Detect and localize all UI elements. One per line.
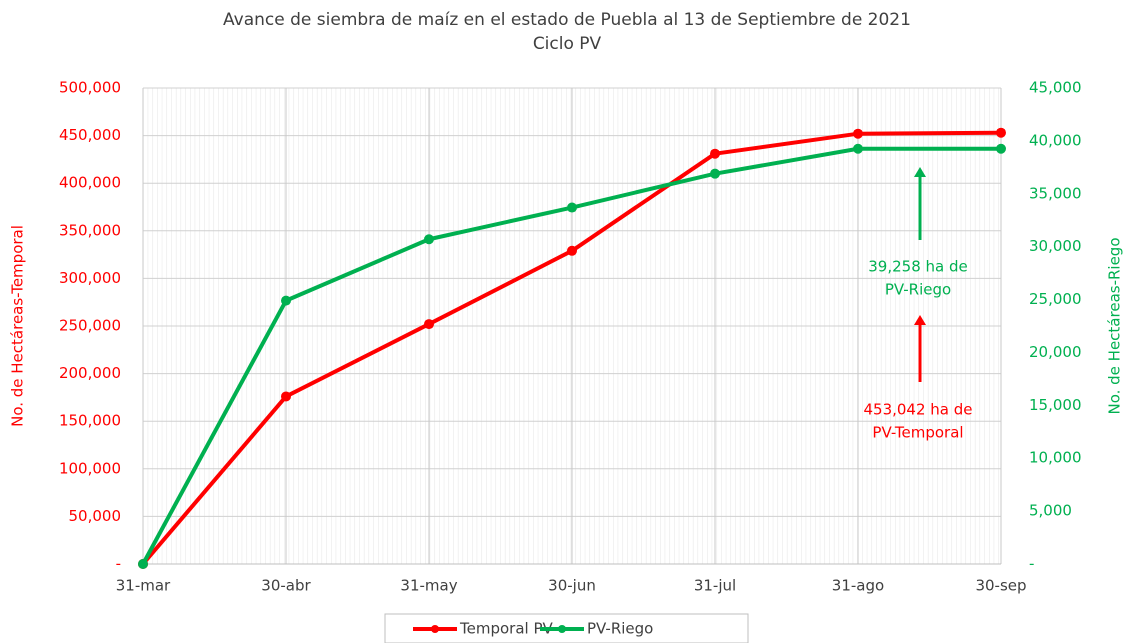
y-tick-label: 50,000 [69, 507, 122, 525]
data-point [424, 234, 434, 245]
y-tick-label: 100,000 [59, 459, 121, 477]
x-tick-label: 30-abr [261, 577, 311, 595]
data-point [853, 143, 863, 154]
y2-tick-label: 40,000 [1029, 131, 1082, 149]
y2-tick-label: 20,000 [1029, 343, 1082, 361]
legend-label: PV-Riego [587, 620, 653, 638]
data-point [853, 128, 863, 139]
x-tick-label: 31-may [400, 577, 457, 595]
annotation: PV-Riego [885, 281, 951, 299]
legend-marker [558, 625, 566, 633]
y-tick-label: 300,000 [59, 269, 121, 287]
y-tick-label: - [116, 555, 121, 573]
data-point [281, 391, 291, 402]
data-point [567, 202, 577, 213]
data-point [996, 127, 1006, 138]
y2-tick-label: - [1029, 555, 1034, 573]
data-point [996, 143, 1006, 154]
x-tick-label: 31-ago [832, 577, 884, 595]
data-point [281, 295, 291, 306]
y2-tick-label: 10,000 [1029, 449, 1082, 467]
y2-tick-label: 25,000 [1029, 290, 1082, 308]
data-point [567, 245, 577, 256]
y-tick-label: 250,000 [59, 317, 121, 335]
y-tick-label: 500,000 [59, 79, 121, 97]
y-tick-label: 400,000 [59, 174, 121, 192]
x-tick-label: 31-mar [116, 577, 171, 595]
y-tick-label: 350,000 [59, 221, 121, 239]
arrow-head [914, 315, 926, 325]
y2-tick-label: 5,000 [1029, 502, 1072, 520]
y-tick-label: 150,000 [59, 412, 121, 430]
data-point [138, 559, 148, 569]
annotation: 453,042 ha de [863, 401, 972, 419]
x-tick-label: 31-jul [694, 577, 736, 595]
arrow-head [914, 167, 926, 177]
annotation: 39,258 ha de [868, 258, 967, 276]
chart-subtitle: Ciclo PV [533, 34, 602, 54]
y-axis-label: No. de Hectáreas-Temporal [9, 225, 27, 427]
y-tick-label: 450,000 [59, 126, 121, 144]
legend-marker [431, 625, 439, 633]
legend-label: Temporal PV [459, 620, 553, 638]
x-tick-label: 30-jun [548, 577, 596, 595]
annotation: PV-Temporal [872, 424, 963, 442]
data-point [710, 168, 720, 179]
y-tick-label: 200,000 [59, 364, 121, 382]
data-point [424, 319, 434, 330]
y2-tick-label: 45,000 [1029, 79, 1082, 97]
data-point [710, 148, 720, 159]
x-tick-label: 30-sep [975, 577, 1026, 595]
chart-title: Avance de siembra de maíz en el estado d… [223, 10, 911, 30]
y2-tick-label: 15,000 [1029, 396, 1082, 414]
y2-tick-label: 30,000 [1029, 237, 1082, 255]
y2-tick-label: 35,000 [1029, 184, 1082, 202]
y2-axis-label: No. de Hectáreas-Riego [1106, 237, 1124, 414]
